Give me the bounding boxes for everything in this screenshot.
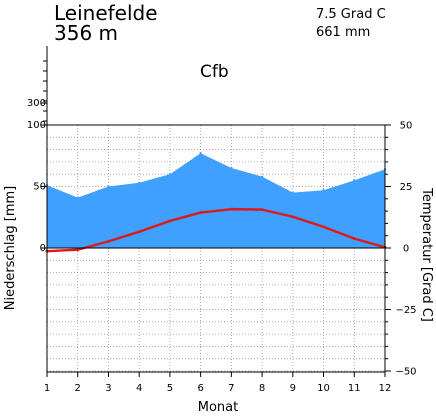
left-tick-label: 300: [27, 98, 46, 109]
x-tick-label: 2: [75, 383, 81, 394]
precipitation-point: [199, 152, 202, 155]
precipitation-series: [45, 152, 387, 248]
temperature-point: [322, 225, 325, 229]
precipitation-point: [291, 191, 295, 194]
climate-classification: Cfb: [200, 62, 229, 82]
left-axis-title: Niederschlag [mm]: [3, 186, 18, 311]
temperature-point: [137, 230, 141, 234]
precipitation-point: [260, 175, 264, 178]
annual-mean-temperature: 7.5 Grad C: [316, 7, 386, 22]
temperature-point: [229, 207, 233, 211]
temperature-point: [352, 237, 356, 241]
temperature-point: [260, 208, 264, 212]
right-tick-label: 0: [403, 244, 409, 255]
right-tick-label: 50: [400, 121, 413, 132]
precipitation-point: [137, 181, 141, 185]
right-tick-label: 25: [400, 182, 413, 193]
precipitation-point: [168, 173, 172, 176]
temperature-line: [46, 207, 386, 253]
x-tick-label: 8: [259, 383, 265, 394]
temperature-point: [168, 219, 172, 223]
right-axis-title: Temperatur [Grad C]: [419, 187, 434, 322]
x-tick-label: 1: [44, 383, 50, 394]
station-name: Leinefelde: [54, 1, 158, 25]
precipitation-point: [76, 196, 79, 199]
left-tick-label: 100: [27, 120, 46, 131]
precipitation-point: [230, 166, 233, 170]
right-tick-label: −25: [395, 305, 416, 316]
x-tick-label: 3: [105, 383, 111, 394]
x-tick-label: 6: [197, 383, 203, 394]
temperature-point: [76, 248, 80, 252]
left-tick-label: 50: [33, 182, 46, 193]
left-tick-label: 0: [40, 243, 46, 254]
precipitation-point: [353, 179, 356, 182]
temperature-point: [107, 239, 110, 243]
right-tick-label: −50: [395, 367, 416, 378]
x-tick-label: 4: [136, 383, 142, 394]
x-tick-label: 9: [290, 383, 296, 394]
x-tick-label: 5: [167, 383, 173, 394]
temperature-point: [199, 211, 203, 214]
precipitation-area: [47, 153, 385, 248]
precipitation-point: [107, 185, 110, 188]
x-tick-label: 11: [348, 383, 361, 394]
x-tick-label: 7: [228, 383, 234, 394]
temperature-point: [291, 215, 295, 219]
precipitation-point: [322, 188, 325, 192]
x-axis-title: Monat: [198, 400, 238, 415]
x-tick-label: 12: [379, 383, 392, 394]
annual-precipitation: 661 mm: [316, 25, 370, 40]
station-elevation: 356 m: [54, 21, 118, 45]
x-tick-label: 10: [317, 383, 330, 394]
